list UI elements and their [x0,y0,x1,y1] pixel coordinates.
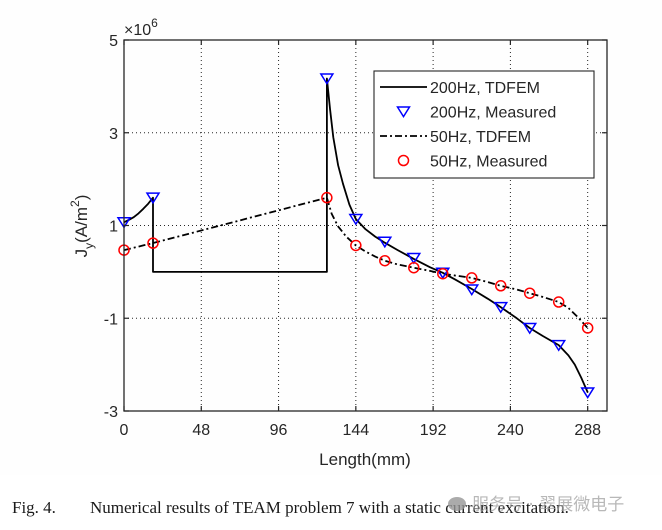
y-tick-label: 1 [109,219,118,236]
y-label-sub: y [82,243,96,249]
x-tick-label: 144 [342,422,369,439]
y-label-unit-close: ) [72,195,91,201]
legend-swatch-triangle [396,106,411,119]
data-point-200hz-measured [522,322,538,335]
legend-label: 200Hz, TDFEM [430,80,540,97]
legend-item-200hz-tdfem: 200Hz, TDFEM [380,80,540,97]
data-point-200hz-measured [319,73,335,86]
data-point-200hz-measured [406,252,422,265]
data-point-200hz-measured [551,339,567,352]
data-point-50hz-measured [379,254,391,267]
data-point-50hz-measured [494,280,507,292]
legend-swatch-circle [397,154,410,167]
wechat-icon [448,497,466,511]
legend: 200Hz, TDFEM 200Hz, Measured 50Hz, TDFEM 50… [373,70,595,179]
data-point-200hz-measured [377,236,393,249]
ticks [123,39,607,412]
data-point-50hz-measured [408,261,420,274]
data-point-200hz-measured [145,192,161,205]
watermark: 服务号 · 翠展微电子 [448,490,624,515]
legend-label: 200Hz, Measured [430,105,556,122]
data-point-50hz-measured [466,272,478,284]
exponent-base: ×10 [124,22,151,39]
y-tick-label: -1 [104,311,118,328]
x-tick-label: 96 [270,422,288,439]
plot-markers [116,73,596,399]
legend-label: 50Hz, TDFEM [430,129,531,146]
data-point-50hz-measured [350,239,362,252]
watermark-text: 服务号 · 翠展微电子 [472,495,625,515]
legend-box [373,70,595,179]
legend-item-50hz-tdfem: 50Hz, TDFEM [380,129,531,146]
exponent-label: ×106 [124,16,158,39]
figure: 0 48 96 144 192 240 288 -3 -1 1 3 5 ×106 Length(mm)… [68,16,608,469]
data-point-200hz-measured [580,387,596,399]
data-point-200hz-measured [464,284,480,297]
legend-label: 50Hz, Measured [430,154,547,171]
data-point-50hz-measured [321,191,333,204]
data-point-50hz-measured [437,267,449,280]
legend-item-200hz-measured: 200Hz, Measured [396,105,556,122]
x-tick-label: 192 [420,422,447,439]
data-point-200hz-measured [493,301,509,314]
x-tick-label: 0 [120,422,129,439]
y-label-unit-sup: 2 [68,200,82,207]
x-tick-label: 288 [574,422,601,439]
grid [124,40,607,411]
data-point-50hz-measured [581,322,594,334]
exponent-power: 6 [151,16,158,30]
y-tick-label: 5 [109,33,118,50]
data-point-50hz-measured [147,237,159,249]
data-point-50hz-measured [552,296,565,308]
x-tick-label: 240 [497,422,524,439]
y-axis-label: Jy(A/m2) [68,195,96,258]
tick-labels: 0 48 96 144 192 240 288 -3 -1 1 3 5 [104,33,601,439]
data-point-50hz-measured [523,287,536,299]
y-tick-label: -3 [104,404,118,421]
y-label-unit: (A/m [72,207,91,243]
legend-entries: 200Hz, TDFEM 200Hz, Measured 50Hz, TDFEM 50… [380,80,556,171]
y-tick-label: 3 [109,126,118,143]
x-axis-label: Length(mm) [319,450,411,469]
y-label-main: J [72,249,91,258]
chart: 0 48 96 144 192 240 288 -3 -1 1 3 5 ×106 Length(mm)… [68,16,608,469]
legend-item-50hz-measured: 50Hz, Measured [397,154,547,171]
caption-fig-number: Fig. 4. [12,498,56,517]
data-point-200hz-measured [348,213,364,226]
x-tick-label: 48 [192,422,210,439]
